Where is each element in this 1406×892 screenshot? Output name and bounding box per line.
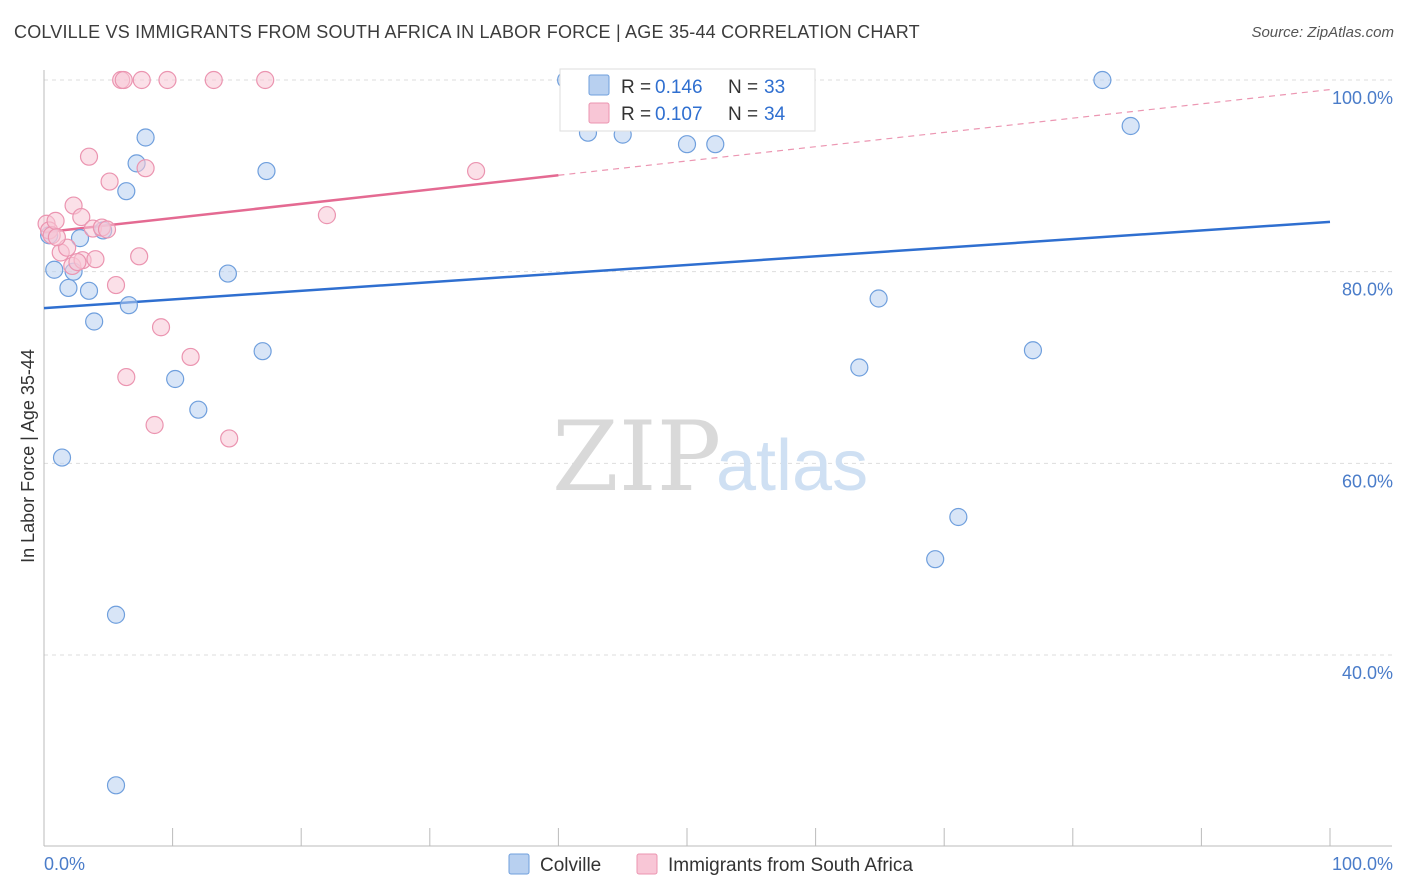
legend-n-label-1: N = xyxy=(728,77,758,98)
point-blue-31 xyxy=(926,550,945,569)
point-blue-5 xyxy=(70,229,90,248)
point-blue-7 xyxy=(85,312,104,331)
point-blue-19 xyxy=(257,161,276,181)
axes xyxy=(43,70,1392,847)
point-pink-20 xyxy=(132,70,151,90)
point-pink-17 xyxy=(114,70,133,90)
point-pink-28 xyxy=(256,70,275,90)
point-pink-19 xyxy=(130,247,149,266)
watermark-atlas: atlas xyxy=(716,426,868,506)
point-blue-17 xyxy=(218,264,237,283)
trend-lines xyxy=(43,88,1331,310)
chart-title: COLVILLE VS IMMIGRANTS FROM SOUTH AFRICA… xyxy=(14,22,920,42)
legend-n-value-1: 33 xyxy=(764,77,785,98)
point-blue-26 xyxy=(677,135,697,154)
trend-line-pink xyxy=(43,174,559,234)
y-tick-label-40: 40.0% xyxy=(1342,663,1393,683)
point-pink-23 xyxy=(151,318,171,337)
point-pink-29 xyxy=(317,206,337,225)
point-pink-14 xyxy=(100,172,119,191)
x-tick-label-max: 100.0% xyxy=(1332,854,1393,874)
y-axis-label: In Labor Force | Age 35-44 xyxy=(18,349,38,563)
point-pink-27 xyxy=(220,429,239,448)
legend-r-label-1: R = xyxy=(621,77,651,98)
source-label: Source: ZipAtlas.com xyxy=(1251,24,1394,41)
point-pink-30 xyxy=(466,161,486,181)
legend-r-value-2: 0.107 xyxy=(655,104,703,125)
trend-line-pink-extension xyxy=(558,88,1331,176)
bottom-legend-swatch-immigrants xyxy=(636,853,658,875)
watermark-zip: ZIP xyxy=(552,401,721,513)
point-blue-6 xyxy=(79,281,99,300)
point-blue-28 xyxy=(850,358,869,377)
y-tick-label-80: 80.0% xyxy=(1342,280,1393,300)
point-blue-12 xyxy=(119,296,138,315)
bottom-legend-immigrants: Immigrants from South Africa xyxy=(668,855,913,876)
y-tick-label-60: 60.0% xyxy=(1342,471,1393,491)
point-blue-27 xyxy=(706,135,725,154)
y-tick-label-100: 100.0% xyxy=(1332,88,1393,108)
bottom-legend: Colville Immigrants from South Africa xyxy=(508,853,913,876)
point-blue-10 xyxy=(106,776,126,795)
point-blue-29 xyxy=(869,289,888,308)
point-pink-15 xyxy=(106,275,126,295)
point-blue-1 xyxy=(45,260,64,279)
point-pink-8 xyxy=(72,207,91,227)
point-pink-18 xyxy=(117,367,136,387)
trend-line-blue xyxy=(43,220,1331,310)
point-blue-34 xyxy=(1121,116,1140,136)
point-pink-25 xyxy=(181,347,200,367)
point-pink-3 xyxy=(46,211,65,230)
point-pink-12 xyxy=(86,250,105,269)
point-pink-22 xyxy=(145,415,164,435)
bottom-legend-colville: Colville xyxy=(540,855,601,876)
point-blue-18 xyxy=(253,342,272,361)
watermark: ZIP atlas xyxy=(552,401,868,513)
point-blue-9 xyxy=(106,605,126,624)
x-tick-label-min: 0.0% xyxy=(44,854,85,874)
point-pink-32 xyxy=(68,252,87,272)
legend-r-value-1: 0.146 xyxy=(655,77,703,98)
point-blue-11 xyxy=(117,182,136,201)
point-blue-2 xyxy=(52,448,72,467)
point-blue-30 xyxy=(949,507,968,527)
bottom-legend-swatch-colville xyxy=(508,853,530,875)
point-pink-33 xyxy=(97,220,117,239)
point-pink-31 xyxy=(47,228,66,247)
legend: R = 0.146 N = 33 R = 0.107 N = 34 xyxy=(559,68,816,132)
point-blue-32 xyxy=(1023,341,1043,360)
point-pink-21 xyxy=(136,159,155,178)
legend-swatch-blue xyxy=(588,74,610,96)
point-blue-16 xyxy=(189,400,208,419)
legend-swatch-pink xyxy=(588,102,610,124)
legend-n-value-2: 34 xyxy=(764,104,786,125)
point-blue-15 xyxy=(166,369,185,389)
point-pink-24 xyxy=(158,70,177,90)
grid xyxy=(44,79,1392,656)
point-pink-26 xyxy=(204,70,223,90)
point-blue-3 xyxy=(59,278,78,298)
legend-r-label-2: R = xyxy=(621,104,651,125)
point-pink-10 xyxy=(79,147,99,166)
point-blue-33 xyxy=(1093,70,1112,90)
tick-labels: 40.0% 60.0% 80.0% 100.0% 0.0% 100.0% xyxy=(44,88,1393,874)
point-blue-14 xyxy=(136,128,155,147)
data-points xyxy=(37,70,1140,795)
legend-n-label-2: N = xyxy=(728,104,758,125)
